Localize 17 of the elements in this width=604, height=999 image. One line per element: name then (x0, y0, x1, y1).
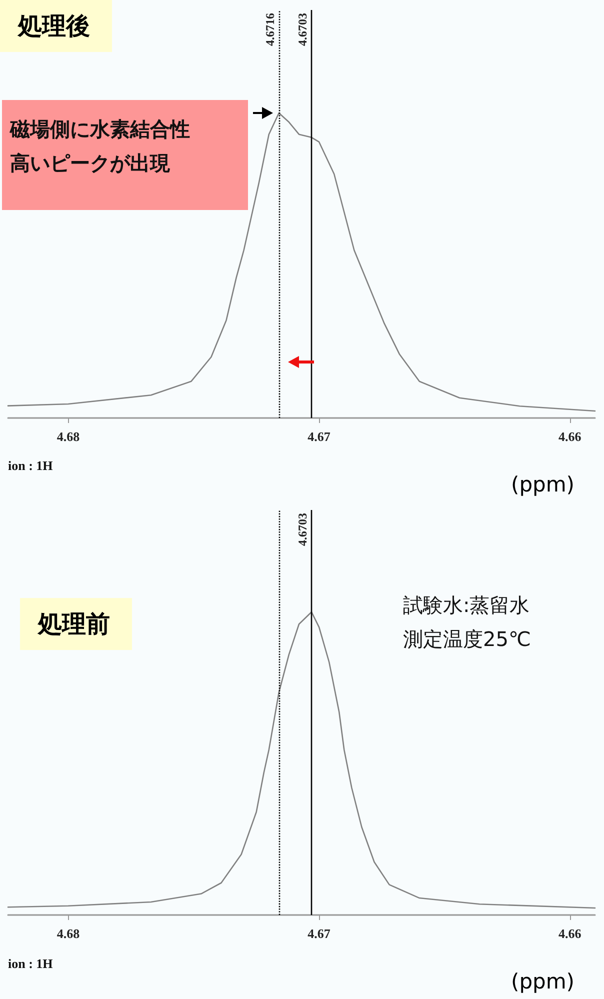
x-axis-title: (ppm) (511, 472, 575, 496)
x-tick-label: 4.66 (558, 926, 582, 941)
x-tick-label: 4.68 (56, 429, 80, 444)
annotation: 磁場側に水素結合性高いピークが出現 (10, 116, 191, 177)
ref-line-label: 4.6703 (296, 513, 310, 546)
x-tick-label: 4.67 (308, 429, 331, 444)
text: ion : 1H (8, 955, 53, 972)
x-tick-label: 4.67 (308, 926, 331, 941)
x-tick-label: 4.68 (56, 926, 80, 941)
x-axis-title: (ppm) (511, 970, 575, 994)
ref-line-label: 4.6703 (296, 13, 310, 46)
chart-title: 処理前 (37, 610, 110, 638)
ref-line-label: 4.6716 (262, 13, 277, 46)
chart-title: 処理後 (17, 12, 90, 40)
text: ion : 1H (8, 457, 53, 474)
annotation: 試験水:蒸留水測定温度25℃ (403, 592, 532, 653)
x-tick-label: 4.66 (558, 429, 582, 444)
